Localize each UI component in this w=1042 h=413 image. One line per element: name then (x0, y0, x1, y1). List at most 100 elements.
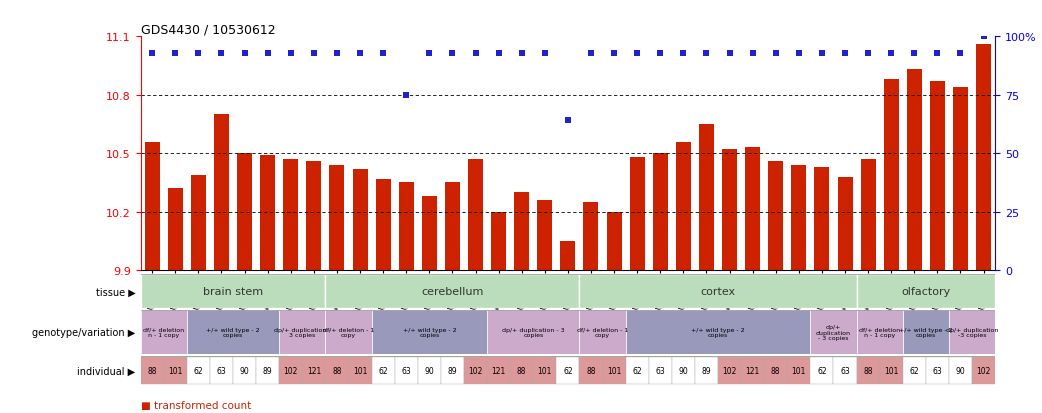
Text: 62: 62 (563, 366, 573, 375)
Bar (902, 358, 926, 384)
Point (491, 50, 507, 57)
Bar (372, 358, 395, 384)
Bar (302, 358, 325, 384)
Bar (676, 142, 691, 271)
Point (398, 92, 415, 99)
Text: 101: 101 (353, 366, 367, 375)
Bar (953, 88, 968, 271)
Point (305, 50, 322, 57)
Bar (395, 358, 418, 384)
Text: 90: 90 (240, 366, 249, 375)
Text: df/+ deletion - 1
copy: df/+ deletion - 1 copy (323, 327, 374, 338)
Bar (191, 175, 206, 271)
Text: 88: 88 (587, 366, 596, 375)
Bar (445, 183, 460, 271)
Point (167, 50, 183, 57)
Point (883, 50, 899, 57)
Bar (561, 241, 575, 271)
Text: 90: 90 (956, 366, 965, 375)
Bar (652, 154, 668, 271)
Text: dp/+ duplication
-3 copies: dp/+ duplication -3 copies (946, 327, 998, 338)
Text: df/+ deletion - 1
copy: df/+ deletion - 1 copy (577, 327, 628, 338)
Bar (233, 358, 256, 384)
Bar (538, 201, 552, 271)
Text: tissue ▶: tissue ▶ (96, 287, 135, 297)
Text: 88: 88 (517, 366, 526, 375)
Bar (815, 167, 829, 271)
Text: 89: 89 (701, 366, 712, 375)
Text: 101: 101 (606, 366, 621, 375)
Bar (279, 311, 325, 354)
Bar (468, 160, 483, 271)
Bar (811, 358, 834, 384)
Bar (879, 358, 902, 384)
Bar (579, 311, 625, 354)
Point (514, 50, 530, 57)
Bar (695, 358, 718, 384)
Bar (168, 189, 182, 271)
Bar (672, 358, 695, 384)
Bar (929, 82, 945, 271)
Bar (306, 161, 321, 271)
Bar (768, 161, 784, 271)
Text: 62: 62 (817, 366, 826, 375)
Text: 88: 88 (148, 366, 157, 375)
Text: 62: 62 (378, 366, 388, 375)
Bar (348, 358, 372, 384)
Bar (926, 358, 949, 384)
Bar (418, 358, 441, 384)
Bar (579, 358, 602, 384)
Text: 63: 63 (655, 366, 665, 375)
Bar (279, 358, 302, 384)
Bar (629, 158, 645, 271)
Bar (699, 125, 714, 271)
Point (860, 50, 876, 57)
Text: dp/+ duplication - 3
copies: dp/+ duplication - 3 copies (502, 327, 565, 338)
Bar (487, 311, 579, 354)
Text: genotype/variation ▶: genotype/variation ▶ (32, 327, 135, 337)
Text: 62: 62 (194, 366, 203, 375)
Text: +/+ wild type - 2
copies: +/+ wild type - 2 copies (691, 327, 745, 338)
Text: 63: 63 (840, 366, 850, 375)
Bar (214, 115, 229, 271)
Text: 101: 101 (538, 366, 552, 375)
Bar (649, 358, 672, 384)
Bar (861, 160, 875, 271)
Text: individual ▶: individual ▶ (77, 366, 135, 376)
Bar (791, 166, 807, 271)
Bar (722, 150, 737, 271)
Text: 88: 88 (864, 366, 873, 375)
Point (605, 50, 622, 57)
Text: 101: 101 (168, 366, 182, 375)
Text: dp/+
duplication
- 3 copies: dp/+ duplication - 3 copies (816, 324, 851, 341)
Text: df/+ deletion
n - 1 copy: df/+ deletion n - 1 copy (143, 327, 184, 338)
Point (560, 118, 576, 124)
Point (214, 50, 230, 57)
Bar (352, 169, 368, 271)
Bar (422, 197, 437, 271)
Point (190, 50, 206, 57)
Text: 101: 101 (792, 366, 807, 375)
Point (814, 50, 830, 57)
Text: +/+ wild type - 2
copies: +/+ wild type - 2 copies (402, 327, 456, 338)
Text: cerebellum: cerebellum (421, 287, 483, 297)
Bar (788, 358, 811, 384)
Text: 102: 102 (976, 366, 991, 375)
Point (929, 50, 946, 57)
Point (375, 50, 392, 57)
Point (952, 50, 969, 57)
Text: 62: 62 (632, 366, 642, 375)
Bar (372, 311, 487, 354)
Point (282, 50, 299, 57)
Point (537, 50, 553, 57)
Bar (857, 358, 879, 384)
Text: 88: 88 (332, 366, 342, 375)
Text: 89: 89 (448, 366, 457, 375)
Bar (187, 358, 209, 384)
Point (467, 50, 483, 57)
Bar (141, 311, 187, 354)
Bar (949, 311, 995, 354)
Bar (325, 275, 579, 309)
Bar (399, 183, 414, 271)
Bar (141, 275, 325, 309)
